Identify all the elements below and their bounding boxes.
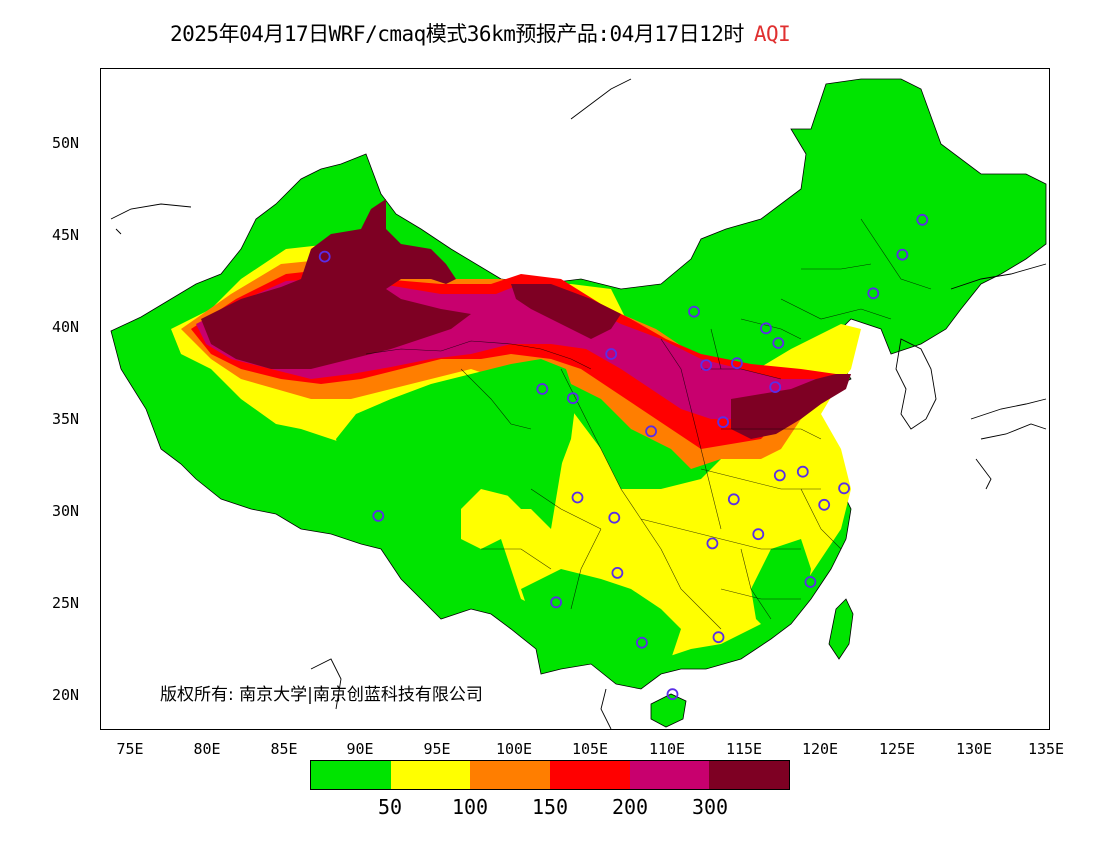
legend-box-5: [709, 761, 790, 789]
monitoring-stations: [318, 213, 929, 701]
lon-label-75e: 75E: [116, 740, 144, 758]
legend-box-1: [390, 761, 471, 789]
lat-label-40n: 40N: [52, 318, 80, 336]
lon-label-120e: 120E: [801, 740, 839, 758]
lat-label-30n: 30N: [52, 502, 80, 520]
lon-label-90e: 90E: [346, 740, 374, 758]
legend-box-3: [550, 761, 630, 789]
caspian-coast: [110, 203, 192, 235]
aqi-zone-maroon-north: [511, 284, 621, 339]
legend-tick-150: 150: [531, 795, 569, 819]
lon-label-80e: 80E: [193, 740, 221, 758]
hainan-island: [650, 693, 687, 728]
station-marker: [608, 511, 621, 524]
station-marker: [636, 636, 648, 649]
station-marker: [706, 537, 719, 550]
indochina-coast: [310, 658, 612, 729]
korea-coast: [895, 338, 937, 430]
station-marker: [916, 213, 929, 226]
lon-label-130e: 130E: [955, 740, 993, 758]
lon-label-95e: 95E: [423, 740, 451, 758]
lon-label-85e: 85E: [270, 740, 298, 758]
station-marker: [571, 491, 584, 504]
lat-label-35n: 35N: [52, 410, 80, 428]
station-marker: [605, 348, 618, 360]
lat-label-50n: 50N: [52, 134, 80, 152]
station-marker: [536, 383, 549, 395]
station-marker: [688, 305, 700, 318]
title-variable: AQI: [753, 22, 791, 46]
russia-coast: [570, 78, 1047, 290]
station-marker: [818, 498, 831, 511]
station-marker: [731, 357, 743, 370]
aqi-zone-green-southeast: [751, 539, 811, 634]
station-marker: [796, 465, 809, 478]
station-marker: [550, 596, 563, 609]
province-borders: [365, 218, 932, 630]
map-title: 2025年04月17日WRF/cmaq模式36km预报产品:04月17日12时 A…: [170, 18, 791, 48]
map-frame: [100, 68, 1050, 730]
taiwan-island: [828, 598, 854, 660]
station-marker: [867, 287, 880, 300]
station-marker: [318, 250, 331, 263]
copyright-text: 版权所有: 南京大学|南京创蓝科技有限公司: [160, 685, 483, 705]
lat-label-25n: 25N: [52, 594, 80, 612]
station-marker: [838, 482, 850, 495]
station-marker: [773, 469, 786, 482]
lon-label-125e: 125E: [878, 740, 916, 758]
legend-box-0: [311, 761, 391, 789]
station-marker: [752, 528, 765, 541]
legend-box-4: [629, 761, 710, 789]
japan-coast: [970, 398, 1047, 490]
lon-label-110e: 110E: [648, 740, 686, 758]
legend-tick-100: 100: [451, 795, 489, 819]
legend-box-2: [470, 761, 551, 789]
title-main: 2025年04月17日WRF/cmaq模式36km预报产品:04月17日12时: [170, 22, 744, 46]
legend-tick-300: 300: [691, 795, 729, 819]
station-marker: [611, 566, 624, 579]
station-marker: [566, 392, 579, 405]
station-marker: [645, 425, 657, 438]
lon-label-115e: 115E: [725, 740, 763, 758]
station-marker: [700, 359, 713, 372]
aqi-zone-maroon-west: [201, 199, 471, 369]
station-marker: [712, 631, 725, 644]
lon-label-100e: 100E: [495, 740, 533, 758]
aqi-zone-green-plateau: [336, 359, 576, 509]
lat-label-45n: 45N: [52, 226, 80, 244]
aqi-color-legend: [310, 760, 790, 790]
lon-label-135e: 135E: [1027, 740, 1065, 758]
aqi-zone-maroon-east: [731, 374, 851, 439]
aqi-map: [110, 78, 1047, 729]
lat-label-20n: 20N: [52, 686, 80, 704]
station-marker: [769, 381, 782, 394]
station-marker: [896, 248, 909, 261]
legend-tick-200: 200: [611, 795, 649, 819]
station-marker: [717, 416, 729, 429]
station-marker: [372, 509, 385, 522]
station-marker: [727, 493, 740, 506]
station-marker: [772, 337, 785, 349]
station-marker: [804, 576, 817, 588]
lon-label-105e: 105E: [571, 740, 609, 758]
station-marker: [760, 322, 772, 335]
station-marker: [666, 688, 679, 701]
legend-tick-50: 50: [377, 795, 403, 819]
